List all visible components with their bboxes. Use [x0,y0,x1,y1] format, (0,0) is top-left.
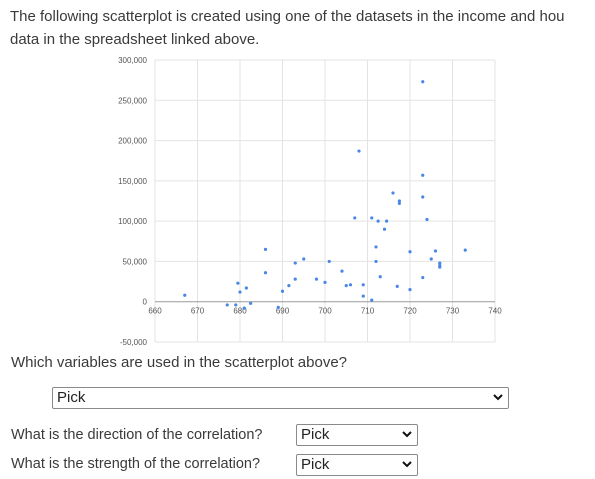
y-tick-label: 100,000 [118,217,147,226]
data-point [397,201,401,206]
data-point [361,294,365,298]
data-point [397,199,401,203]
x-tick-label: 710 [361,307,375,316]
data-point [323,280,327,284]
data-point [242,306,246,310]
direction-select[interactable]: Pick [296,424,418,446]
data-point [425,217,429,222]
data-point [236,281,240,285]
y-tick-label: -50,000 [120,338,148,347]
y-tick-label: 0 [143,298,148,307]
intro-text: The following scatterplot is created usi… [10,5,595,51]
data-point [249,301,253,305]
question-direction: What is the direction of the correlation… [11,427,263,443]
data-point [370,298,374,302]
data-point [408,250,412,254]
data-point [353,216,357,220]
data-point [382,227,387,231]
data-point [276,305,280,309]
data-point [463,248,467,252]
data-point [378,275,382,279]
scatter-chart: -50,000 0 50,000 100,000 150,000 200,000 250,0… [118,56,502,347]
chevron-down-icon [402,431,412,438]
data-point [293,277,297,281]
y-tick-label: 50,000 [123,257,148,266]
data-point [433,249,438,253]
variables-select[interactable]: Pick [52,387,509,409]
chevron-down-icon [402,461,412,468]
data-point [183,293,187,297]
data-point [302,257,306,261]
data-point [314,277,319,281]
data-point [344,284,348,288]
data-point [374,245,378,249]
data-point [438,265,442,269]
data-point [438,261,442,265]
variables-select-value: Pick [57,389,86,406]
data-point [357,149,361,153]
question-variables: Which variables are used in the scatterp… [11,354,348,371]
x-tick-label: 670 [191,307,205,316]
data-point [385,219,389,223]
data-point [348,283,353,287]
data-point [421,173,425,177]
data-point [263,271,268,275]
data-point [395,284,399,289]
data-point [361,283,365,287]
intro-line-1: The following scatterplot is created usi… [10,8,565,25]
data-point [421,80,425,84]
data-point [421,195,425,199]
data-point [238,290,242,294]
x-tick-label: 680 [233,307,247,316]
data-point [340,269,344,273]
data-point [376,219,380,223]
data-point [280,289,285,293]
strength-select-value: Pick [301,456,330,473]
data-point [421,275,425,280]
y-tick-label: 150,000 [118,177,147,186]
x-tick-label: 740 [488,307,502,316]
chevron-down-icon [493,394,503,401]
data-point [408,288,412,292]
data-point [429,257,433,261]
data-point [293,261,297,265]
data-point [225,303,229,307]
direction-select-value: Pick [301,426,330,443]
data-point [244,286,248,290]
strength-select[interactable]: Pick [296,454,418,476]
y-tick-label: 200,000 [118,137,147,146]
x-tick-label: 700 [318,307,332,316]
x-tick-label: 720 [403,307,417,316]
data-point [327,259,331,264]
data-point [370,216,374,220]
data-point [374,259,378,264]
y-tick-label: 250,000 [118,96,147,105]
data-point [234,303,238,307]
y-tick-label: 300,000 [118,56,147,65]
x-tick-label: 690 [276,307,290,316]
data-point [391,191,395,195]
data-point [263,247,268,251]
x-tick-label: 660 [148,307,162,316]
data-point [287,284,291,288]
x-tick-label: 730 [446,307,460,316]
question-strength: What is the strength of the correlation? [11,456,261,472]
intro-line-2: data in the spreadsheet linked above. [10,31,260,48]
